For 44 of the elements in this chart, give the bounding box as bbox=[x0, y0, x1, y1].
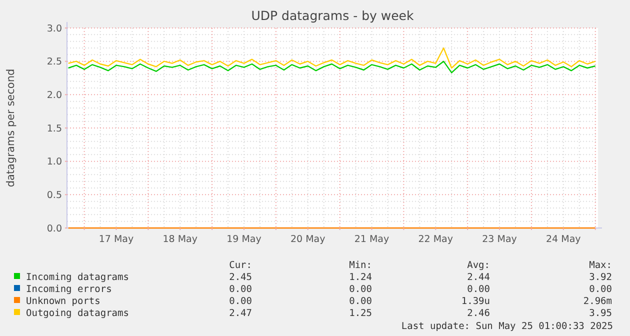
text: 2.45 bbox=[229, 272, 252, 283]
text: Last update: Sun May 25 01:00:33 2025 bbox=[401, 321, 613, 332]
legend-label: Unknown ports bbox=[26, 296, 100, 307]
x-tick-label: 20 May bbox=[290, 234, 326, 245]
y-axis-title: datagrams per second bbox=[5, 68, 17, 188]
text: 2.47 bbox=[229, 308, 252, 319]
line-series bbox=[68, 60, 596, 74]
x-tick-label: 18 May bbox=[162, 234, 198, 245]
text: 0.00 bbox=[467, 284, 490, 295]
x-tick-label: 21 May bbox=[354, 234, 390, 245]
text: Min: bbox=[349, 260, 372, 271]
text: 2.46 bbox=[467, 308, 490, 319]
x-tick-label: 23 May bbox=[482, 234, 518, 245]
x-tick-label: 17 May bbox=[98, 234, 134, 245]
line-series bbox=[68, 47, 596, 69]
text: 0.00 bbox=[349, 284, 372, 295]
y-tick-label: 2.0 bbox=[46, 90, 62, 101]
y-tick-label: 3.0 bbox=[46, 23, 62, 34]
x-tick-label: 19 May bbox=[226, 234, 262, 245]
text: 3.92 bbox=[589, 272, 612, 283]
text: 1.39u bbox=[461, 296, 490, 307]
text: 1.25 bbox=[349, 308, 372, 319]
legend-label: Incoming datagrams bbox=[26, 272, 129, 283]
text: 0.00 bbox=[589, 284, 612, 295]
text: 2.96m bbox=[583, 296, 612, 307]
chart-title: UDP datagrams - by week bbox=[251, 8, 414, 23]
text: 2.44 bbox=[467, 272, 490, 283]
text: Max: bbox=[589, 260, 612, 271]
text: 0.00 bbox=[349, 296, 372, 307]
text: 0.00 bbox=[229, 284, 252, 295]
y-tick-label: 0.0 bbox=[46, 223, 62, 234]
text: 0.00 bbox=[229, 296, 252, 307]
text: 3.95 bbox=[589, 308, 612, 319]
legend-label: Incoming errors bbox=[26, 284, 112, 295]
text: Cur: bbox=[229, 260, 252, 271]
y-tick-label: 1.5 bbox=[46, 123, 62, 134]
y-tick-label: 0.5 bbox=[46, 190, 62, 201]
y-tick-label: 1.0 bbox=[46, 156, 62, 168]
text: 1.24 bbox=[349, 272, 372, 283]
text: Avg: bbox=[467, 260, 490, 271]
x-tick-label: 22 May bbox=[418, 234, 454, 245]
x-tick-label: 24 May bbox=[546, 234, 582, 245]
y-tick-label: 2.5 bbox=[46, 56, 62, 68]
legend-label: Outgoing datagrams bbox=[26, 308, 129, 319]
